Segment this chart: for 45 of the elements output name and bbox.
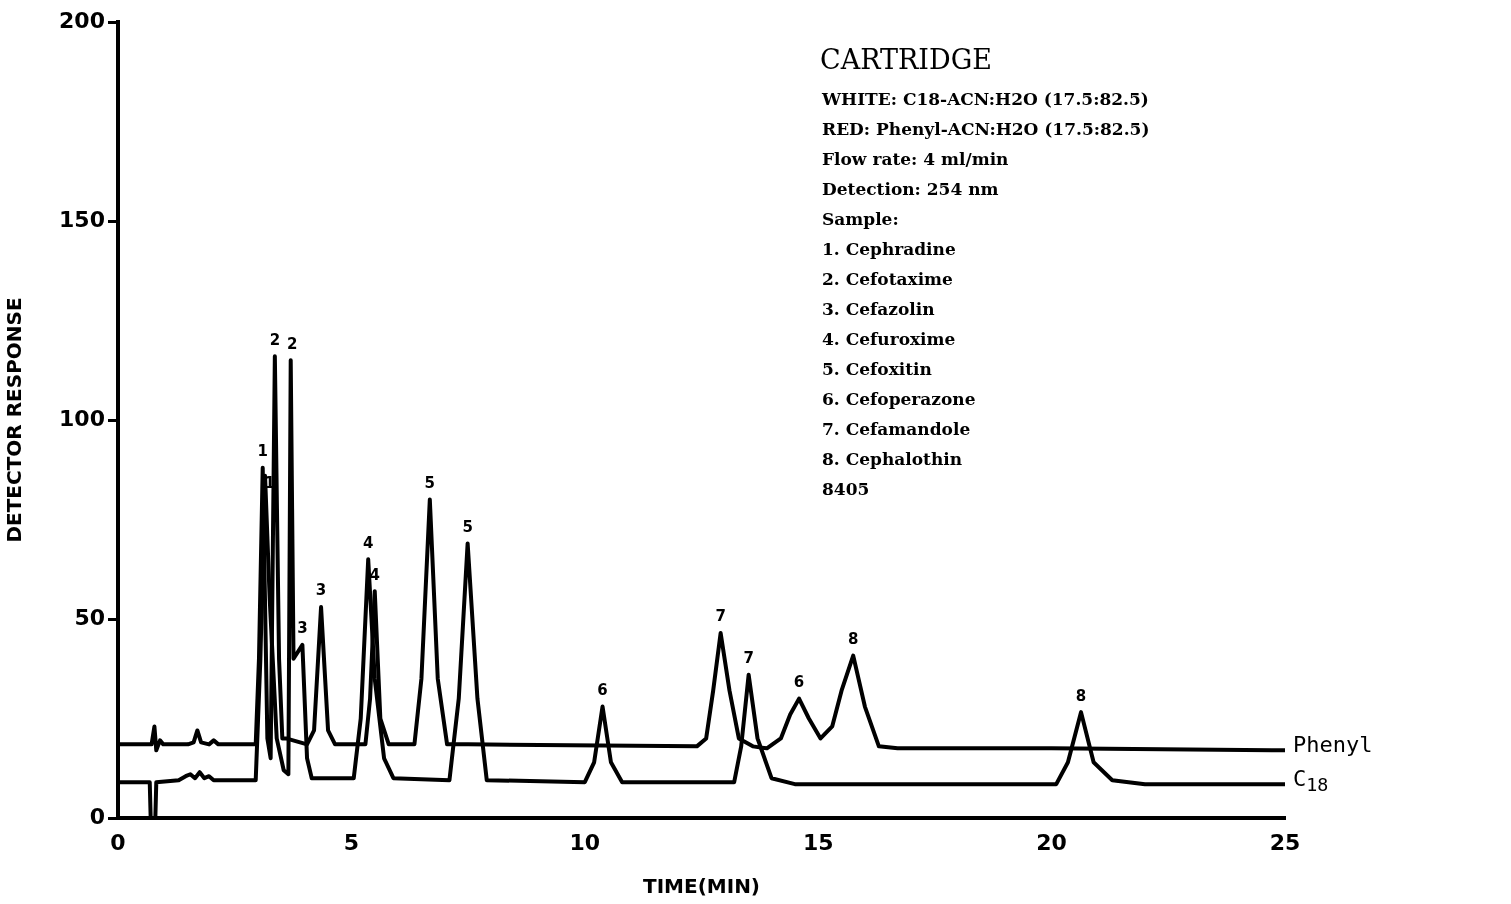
annotation: 2. Cefotaxime [822,268,954,291]
annotation: 2 [269,330,281,349]
annotation: 8405 [822,478,871,501]
y-tick-label: 200 [59,7,105,33]
x-tick-label: 0 [110,829,126,855]
annotation: Flow rate: 4 ml/min [822,148,1010,171]
annotation: 5. Cefoxitin [822,358,933,381]
annotation: RED: Phenyl-ACN:H2O (17.5:82.5) [822,118,1150,141]
annotation: Detection: 254 nm [822,178,1000,201]
annotation: 4. Cefuroxime [822,328,957,351]
annotation: 8. Cephalothin [822,448,964,471]
annotation: 8 [847,630,859,649]
annotation: 2 [286,334,298,353]
annotation: 6 [597,680,608,699]
annotation: 6. Cefoperazone [822,388,977,411]
x-tick-label: 10 [569,829,601,855]
annotation: 7 [743,649,754,668]
x-tick-label: 25 [1269,829,1301,855]
series-label: Phenyl [1293,732,1373,758]
annotation: 1. Cephradine [822,238,957,261]
y-tick-label: 50 [74,604,105,630]
annotation: 7. Cefamandole [822,418,972,441]
annotation: 7 [715,607,726,626]
x-tick-label: 20 [1036,829,1067,855]
y-tick-label: 100 [59,405,105,431]
annotation: Sample: [822,208,900,231]
annotation: 3 [297,619,308,638]
annotation: 3 [315,581,327,600]
annotation: 8 [1075,686,1087,705]
x-tick-label: 15 [802,829,834,855]
text: CARTRIDGE [820,44,992,75]
y-axis-title: DETECTOR RESPONSE [2,297,27,543]
annotation: 6 [793,672,805,691]
y-tick-label: 150 [59,206,105,232]
annotation: 4 [369,565,380,584]
annotation: 5 [462,517,473,536]
annotation: WHITE: C18-ACN:H2O (17.5:82.5) [822,88,1150,111]
annotation: 1 [257,442,268,461]
y-tick-label: 0 [89,803,105,829]
x-axis-title: TIME(MIN) [642,874,761,899]
annotation: 4 [362,533,374,552]
x-tick-label: 5 [343,829,360,855]
series-label: C$_{18}$ [1293,766,1329,796]
annotation: 3. Cefazolin [822,298,936,321]
annotation: 5 [424,473,436,492]
